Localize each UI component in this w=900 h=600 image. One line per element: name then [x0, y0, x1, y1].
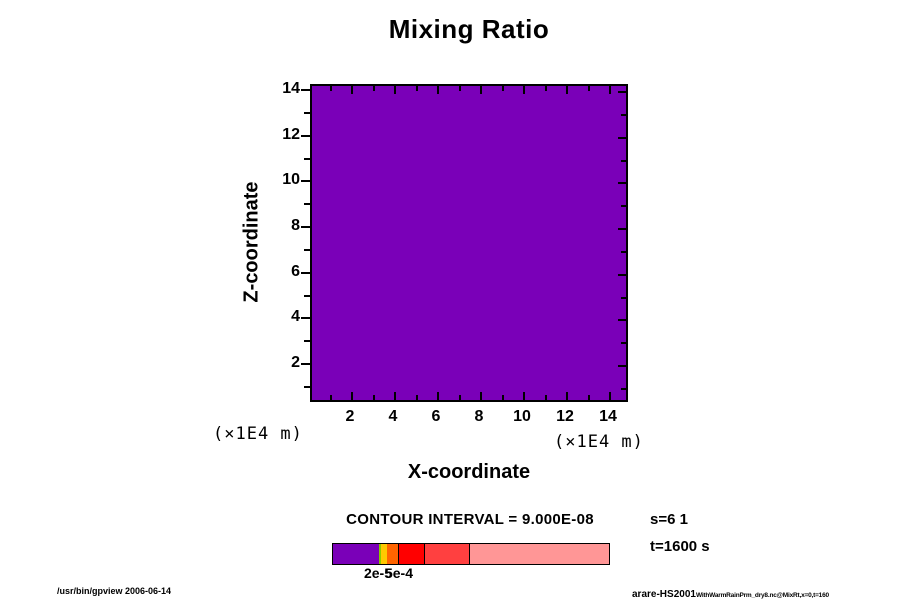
y-minor-tick-mark: [304, 340, 310, 343]
x-tick-mark: [523, 392, 525, 400]
x-minor-tick-mark: [587, 86, 590, 91]
y-minor-tick-mark: [621, 296, 626, 299]
x-tick-mark: [480, 86, 482, 94]
y-tick-mark: [618, 228, 626, 230]
x-tick-mark: [523, 86, 525, 94]
x-tick-mark: [394, 86, 396, 94]
colorbar-segment: [425, 544, 470, 564]
x-tick-label: 2: [345, 408, 355, 425]
y-minor-tick-mark: [304, 248, 310, 251]
x-minor-tick-mark: [458, 395, 461, 400]
x-tick-mark: [437, 392, 439, 400]
x-tick-mark: [566, 86, 568, 94]
time-annotation: t=1600 s: [650, 538, 710, 555]
x-tick-label: 10: [513, 408, 531, 425]
colorbar-tick-label: 5e-4: [384, 565, 414, 581]
contour-interval-note: CONTOUR INTERVAL = 9.000E-08: [346, 511, 594, 528]
x-minor-tick-mark: [544, 395, 547, 400]
y-axis-label: Z-coordinate: [240, 181, 263, 303]
x-tick-mark: [394, 392, 396, 400]
x-tick-mark: [480, 392, 482, 400]
y-tick-mark: [301, 271, 310, 274]
y-tick-mark: [301, 226, 310, 228]
x-tick-mark: [566, 392, 568, 400]
colorbar-segment: [470, 544, 609, 564]
colorbar-segment: [381, 544, 387, 564]
y-minor-tick-mark: [304, 385, 310, 388]
x-minor-tick-mark: [544, 86, 547, 91]
y-tick-mark: [618, 136, 626, 139]
x-tick-label: 6: [431, 408, 441, 425]
y-minor-tick-mark: [304, 111, 310, 114]
y-axis-unit: (×1E4 m): [213, 424, 303, 444]
command-footer: /usr/bin/gpview 2006-06-14: [57, 586, 172, 596]
slice-annotation: s=6 1: [650, 511, 688, 528]
y-tick-mark: [618, 365, 626, 368]
y-tick-label: 6: [291, 262, 300, 280]
x-minor-tick-mark: [458, 86, 461, 91]
plot-area: [310, 84, 628, 402]
y-tick-mark: [301, 180, 310, 183]
x-minor-tick-mark: [329, 86, 332, 91]
x-tick-label: 14: [599, 408, 617, 425]
colorbar-segment: [379, 544, 381, 564]
x-tick-mark: [351, 392, 353, 400]
y-tick-mark: [618, 91, 626, 93]
y-minor-tick-mark: [304, 157, 310, 160]
y-minor-tick-mark: [621, 250, 626, 253]
y-tick-label: 12: [282, 125, 300, 143]
x-minor-tick-mark: [372, 395, 375, 400]
colorbar-tick-label: 2e-5: [363, 565, 393, 581]
y-minor-tick-mark: [621, 387, 626, 390]
y-tick-mark: [618, 273, 626, 276]
x-minor-tick-mark: [329, 395, 332, 400]
x-minor-tick-mark: [372, 86, 375, 91]
x-tick-label: 8: [474, 408, 484, 425]
colorbar-segment: [333, 544, 379, 564]
x-minor-tick-mark: [501, 395, 504, 400]
y-tick-mark: [301, 134, 310, 137]
dataset-path: WithWarmRainPrm_dry8.nc@MixRt,x=0,t=160: [695, 592, 829, 599]
dataset-footer: arare-HS2001WithWarmRainPrm_dry8.nc@MixR…: [632, 584, 829, 600]
x-minor-tick-mark: [415, 86, 418, 91]
y-minor-tick-mark: [304, 203, 310, 206]
x-minor-tick-mark: [587, 395, 590, 400]
y-tick-label: 14: [282, 80, 300, 97]
x-axis-unit: (×1E4 m): [554, 432, 644, 452]
dataset-name: arare-HS2001: [632, 589, 696, 600]
y-tick-mark: [301, 317, 310, 320]
y-tick-mark: [301, 363, 310, 366]
x-tick-mark: [437, 86, 439, 94]
y-tick-label: 4: [291, 308, 300, 326]
colorbar-segment: [387, 544, 399, 564]
x-tick-mark: [351, 86, 353, 94]
x-minor-tick-mark: [415, 395, 418, 400]
colorbar-segment: [399, 544, 425, 564]
y-minor-tick-mark: [304, 294, 310, 297]
y-minor-tick-mark: [621, 342, 626, 345]
y-tick-mark: [301, 89, 310, 91]
y-tick-label: 10: [282, 171, 300, 189]
y-minor-tick-mark: [621, 205, 626, 208]
x-tick-label: 12: [556, 408, 574, 425]
y-minor-tick-mark: [621, 159, 626, 162]
x-axis-label: X-coordinate: [407, 461, 531, 483]
y-tick-label: 2: [291, 354, 300, 372]
page-title: Mixing Ratio: [388, 14, 550, 44]
x-tick-mark: [609, 86, 611, 94]
x-tick-mark: [609, 392, 611, 400]
x-tick-label: 4: [388, 408, 398, 425]
y-tick-mark: [618, 319, 626, 322]
x-minor-tick-mark: [501, 86, 504, 91]
y-tick-label: 8: [291, 217, 300, 234]
y-minor-tick-mark: [621, 113, 626, 116]
colorbar: [332, 543, 610, 565]
y-tick-mark: [618, 182, 626, 185]
